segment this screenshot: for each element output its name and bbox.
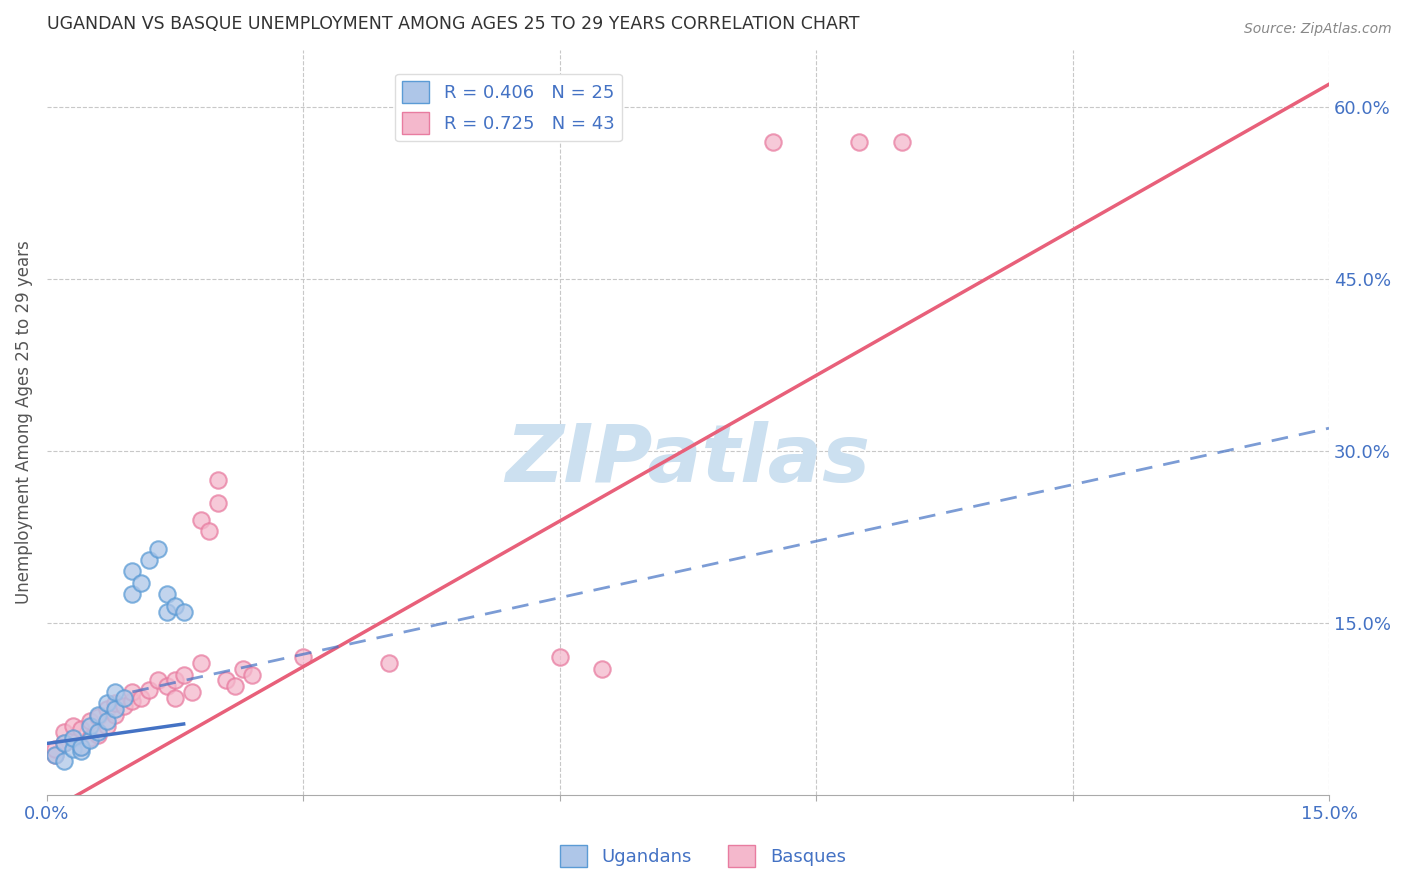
- Point: [79, 731, 101, 745]
- Point: [129, 576, 152, 591]
- Point: [79, 733, 101, 747]
- Point: [62, 742, 84, 756]
- Point: [62, 719, 84, 733]
- Point: [146, 673, 169, 688]
- Point: [96, 719, 118, 733]
- Point: [62, 731, 84, 745]
- Point: [207, 496, 229, 510]
- Point: [165, 599, 187, 613]
- Point: [190, 657, 212, 671]
- Point: [848, 135, 870, 149]
- Point: [224, 679, 246, 693]
- Point: [53, 725, 76, 739]
- Point: [62, 733, 84, 747]
- Point: [138, 682, 160, 697]
- Text: Source: ZipAtlas.com: Source: ZipAtlas.com: [1244, 22, 1392, 37]
- Point: [215, 673, 238, 688]
- Point: [378, 657, 401, 671]
- Point: [70, 722, 93, 736]
- Text: UGANDAN VS BASQUE UNEMPLOYMENT AMONG AGES 25 TO 29 YEARS CORRELATION CHART: UGANDAN VS BASQUE UNEMPLOYMENT AMONG AGE…: [46, 15, 859, 33]
- Point: [121, 565, 143, 579]
- Point: [87, 725, 110, 739]
- Point: [70, 739, 93, 754]
- Point: [53, 736, 76, 750]
- Point: [121, 694, 143, 708]
- Point: [44, 747, 66, 762]
- Point: [181, 685, 204, 699]
- Point: [44, 747, 66, 762]
- Legend: Ugandans, Basques: Ugandans, Basques: [553, 838, 853, 874]
- Text: ZIPatlas: ZIPatlas: [505, 421, 870, 499]
- Point: [121, 685, 143, 699]
- Point: [79, 719, 101, 733]
- Point: [207, 473, 229, 487]
- Point: [592, 662, 614, 676]
- Point: [173, 605, 195, 619]
- Point: [240, 667, 263, 681]
- Point: [155, 587, 177, 601]
- Point: [165, 690, 187, 705]
- Point: [96, 697, 118, 711]
- Point: [87, 710, 110, 724]
- Point: [70, 744, 93, 758]
- Point: [146, 541, 169, 556]
- Point: [104, 702, 127, 716]
- Point: [165, 673, 187, 688]
- Point: [79, 714, 101, 728]
- Point: [53, 736, 76, 750]
- Point: [762, 135, 785, 149]
- Point: [87, 728, 110, 742]
- Point: [53, 754, 76, 768]
- Point: [121, 587, 143, 601]
- Point: [87, 707, 110, 722]
- Point: [96, 714, 118, 728]
- Point: [129, 690, 152, 705]
- Point: [112, 698, 135, 713]
- Point: [155, 605, 177, 619]
- Point: [173, 667, 195, 681]
- Point: [155, 679, 177, 693]
- Point: [70, 739, 93, 754]
- Y-axis label: Unemployment Among Ages 25 to 29 years: Unemployment Among Ages 25 to 29 years: [15, 241, 32, 604]
- Point: [232, 662, 254, 676]
- Point: [190, 513, 212, 527]
- Point: [44, 742, 66, 756]
- Point: [96, 702, 118, 716]
- Point: [112, 690, 135, 705]
- Point: [104, 697, 127, 711]
- Point: [138, 553, 160, 567]
- Legend: R = 0.406   N = 25, R = 0.725   N = 43: R = 0.406 N = 25, R = 0.725 N = 43: [395, 74, 621, 141]
- Point: [104, 685, 127, 699]
- Point: [198, 524, 221, 539]
- Point: [548, 650, 571, 665]
- Point: [890, 135, 912, 149]
- Point: [104, 707, 127, 722]
- Point: [292, 650, 315, 665]
